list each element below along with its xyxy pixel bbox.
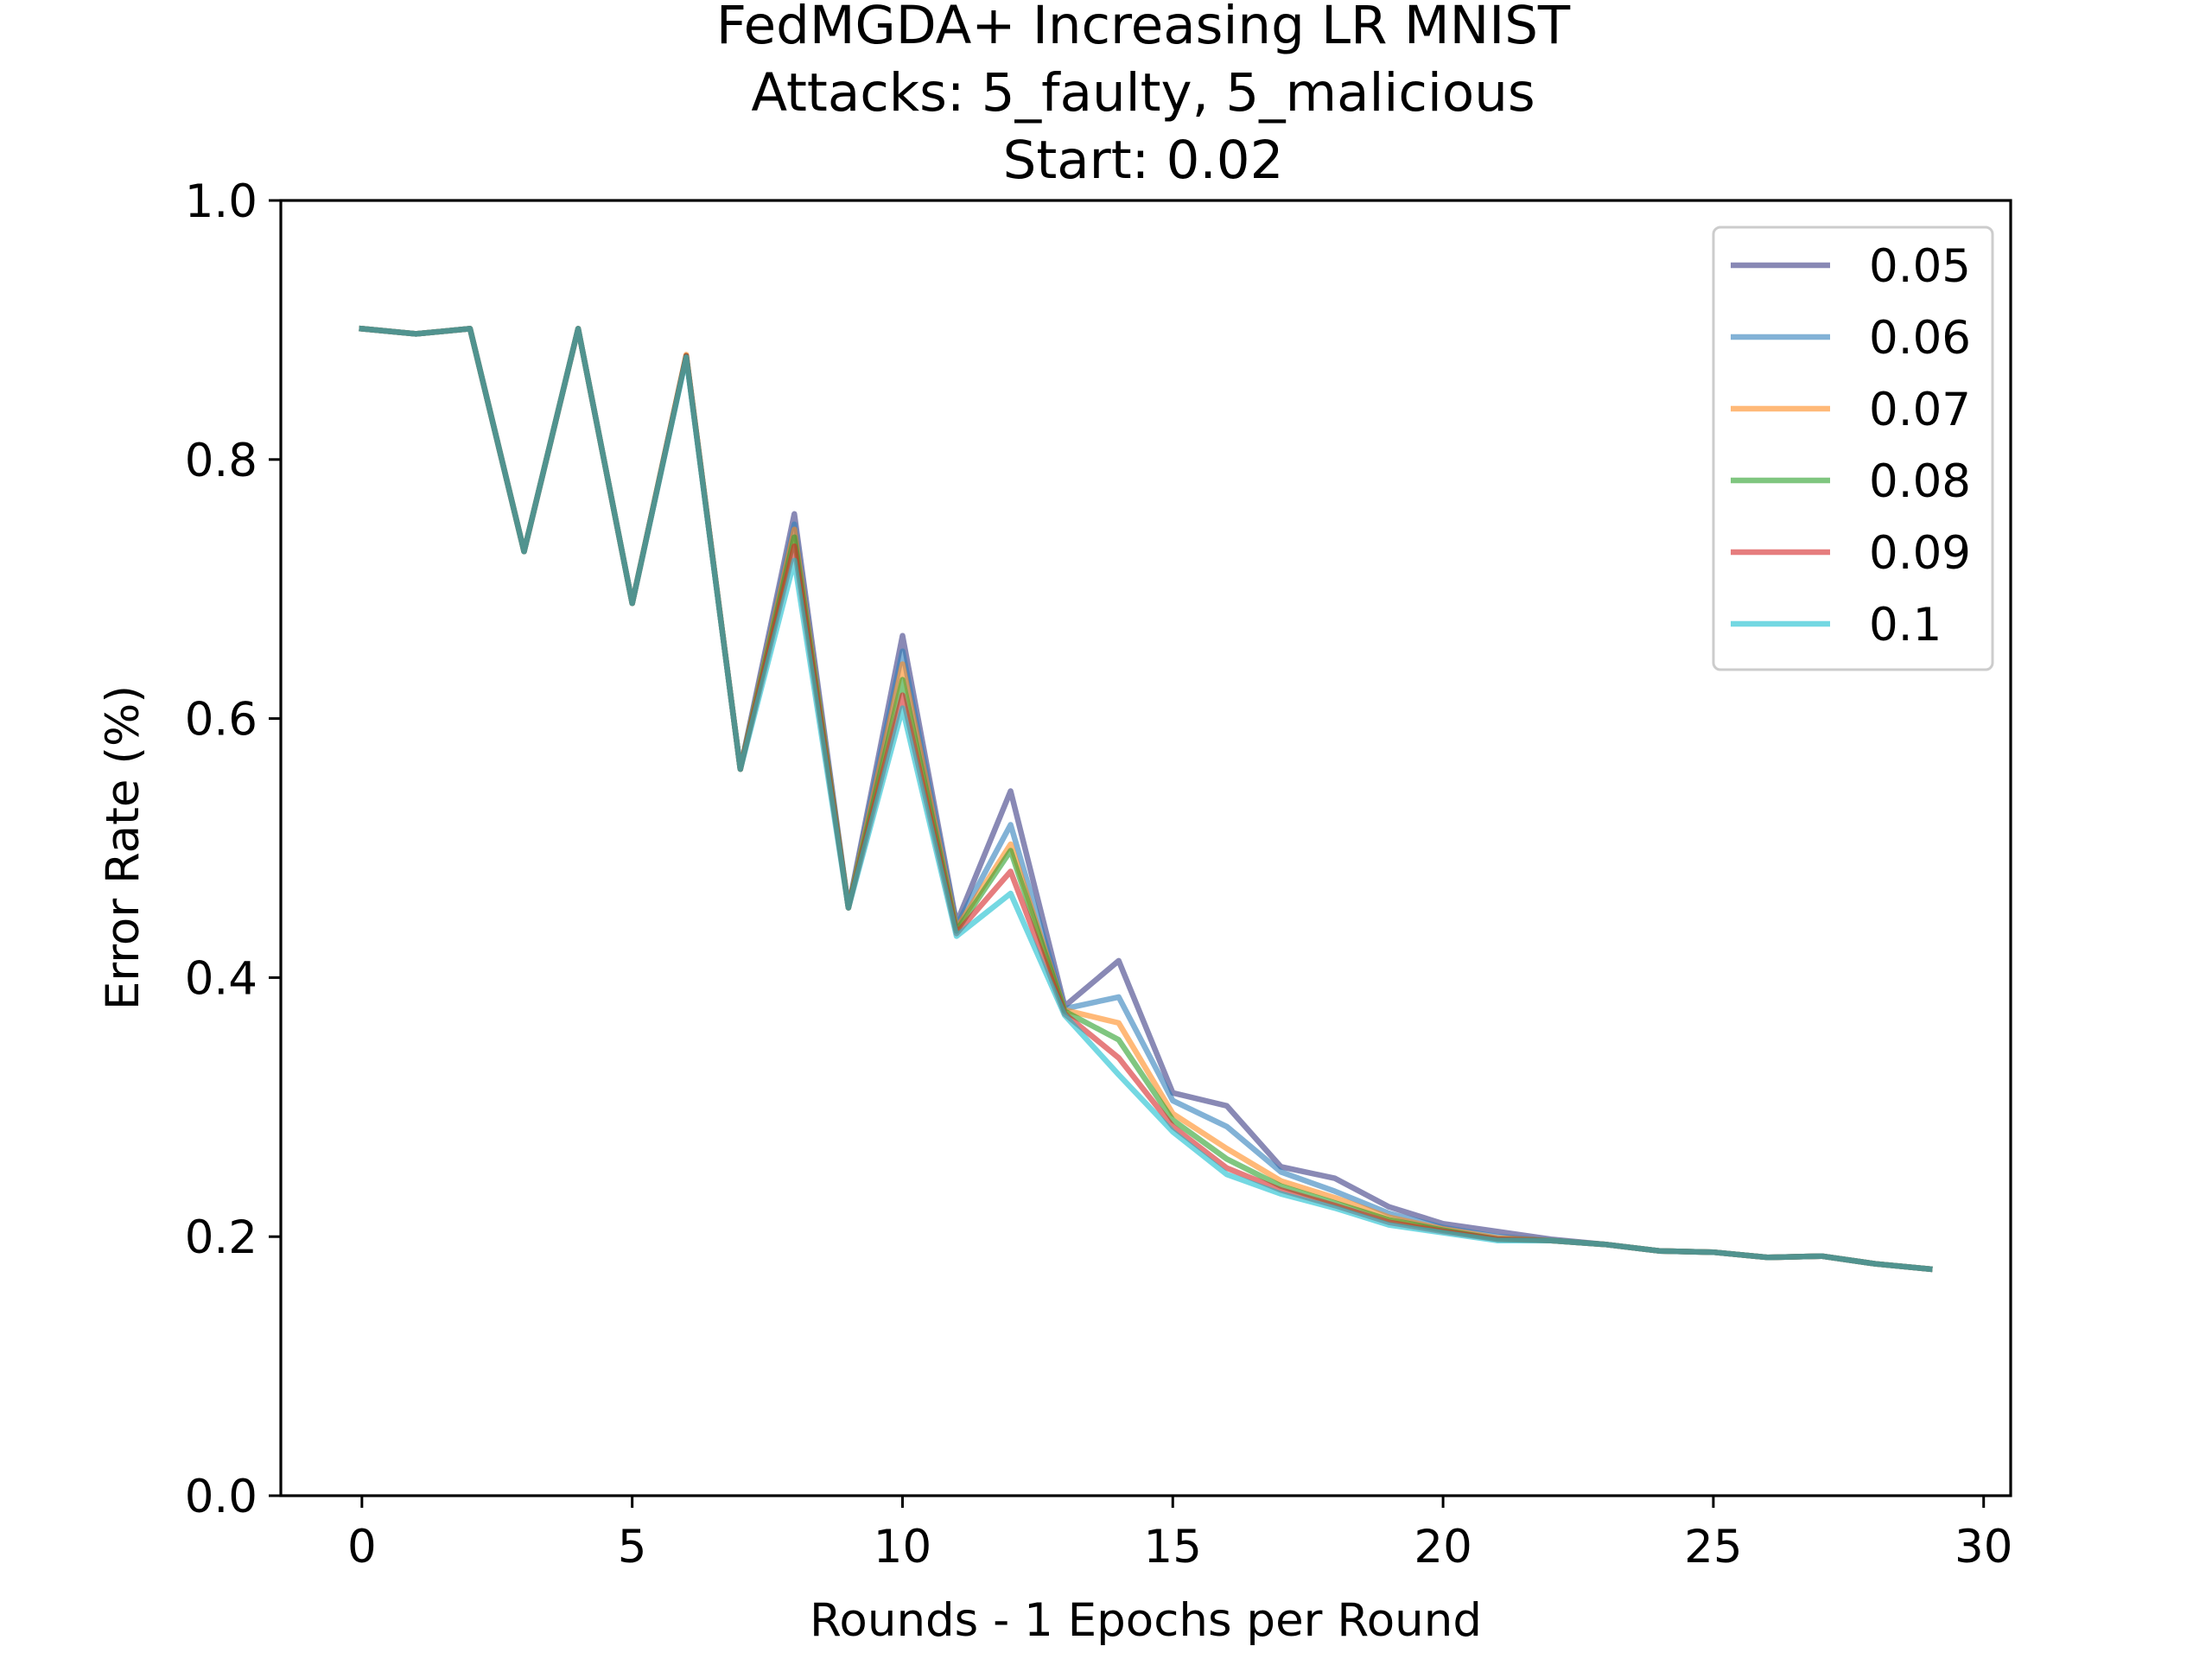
- legend-label-4: 0.09: [1869, 527, 1971, 580]
- x-tick-label-5: 25: [1684, 1521, 1742, 1573]
- y-tick-label-4: 0.8: [185, 435, 257, 487]
- x-tick-label-4: 20: [1414, 1521, 1471, 1573]
- x-tick-label-1: 5: [618, 1521, 647, 1573]
- series-line-0: [359, 325, 1933, 1273]
- legend-frame: [1712, 226, 1994, 671]
- legend-label-1: 0.06: [1869, 312, 1971, 365]
- legend-label-5: 0.1: [1869, 599, 1942, 652]
- x-tick-label-2: 10: [874, 1521, 931, 1573]
- x-tick-label-3: 15: [1144, 1521, 1202, 1573]
- x-tick-label-0: 0: [347, 1521, 377, 1573]
- y-tick-label-1: 0.2: [185, 1211, 257, 1264]
- y-tick-label-3: 0.6: [185, 694, 257, 747]
- chart-title-line-3: Start: 0.02: [1003, 130, 1284, 191]
- series-layer: [359, 325, 1933, 1273]
- legend: 0.05 0.06 0.07 0.08 0.09 0.1: [1712, 226, 1994, 671]
- x-axis-label: Rounds - 1 Epochs per Round: [810, 1594, 1482, 1647]
- x-tick-label-6: 30: [1955, 1521, 2012, 1573]
- legend-label-2: 0.07: [1869, 384, 1971, 436]
- y-axis-label: Error Rate (%): [97, 685, 149, 1010]
- series-line-4: [359, 325, 1933, 1273]
- y-axis-ticks: 0.0 0.2 0.4 0.6 0.8 1.0: [185, 175, 281, 1523]
- series-line-1: [359, 325, 1933, 1273]
- legend-label-0: 0.05: [1869, 240, 1971, 293]
- y-tick-label-2: 0.4: [185, 952, 257, 1005]
- y-tick-label-5: 1.0: [185, 175, 257, 228]
- series-line-3: [359, 325, 1933, 1273]
- x-axis-ticks: 0 5 10 15 20 25 30: [347, 1496, 2012, 1573]
- legend-label-3: 0.08: [1869, 455, 1971, 508]
- chart-title-line-2: Attacks: 5_faulty, 5_malicious: [751, 62, 1535, 124]
- chart-title: FedMGDA+ Increasing LR MNIST Attacks: 5_…: [716, 0, 1571, 191]
- plot-area-frame: [279, 199, 2012, 1497]
- series-line-2: [359, 325, 1933, 1273]
- y-tick-label-0: 0.0: [185, 1471, 257, 1523]
- chart-title-line-1: FedMGDA+ Increasing LR MNIST: [716, 0, 1571, 56]
- series-line-5: [359, 325, 1933, 1273]
